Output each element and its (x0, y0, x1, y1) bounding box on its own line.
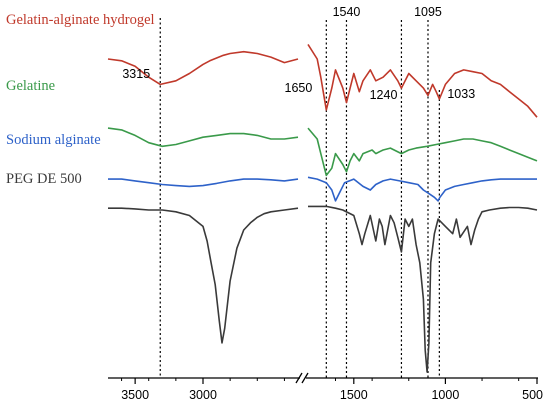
series-label-2: Gelatine (6, 78, 55, 94)
x-tick-label-3500: 3500 (121, 388, 149, 402)
series-label-1: Gelatin-alginate hydrogel (6, 12, 155, 28)
series-line-4-segment-1 (108, 207, 299, 344)
series-line-2-segment-1 (107, 127, 299, 148)
peak-label-1033: 1033 (447, 87, 475, 101)
x-tick-label-1000: 1000 (431, 388, 459, 402)
axis-break-mark-2 (301, 372, 309, 384)
reference-lines (159, 18, 440, 378)
peak-label-1240: 1240 (370, 88, 398, 102)
series-labels: Gelatin-alginate hydrogel Gelatine Sodium … (6, 12, 155, 187)
peak-label-1540: 1540 (333, 5, 361, 19)
series-line-3-segment-2 (307, 176, 537, 202)
peak-label-3315: 3315 (122, 67, 150, 81)
series-line-1-segment-1 (107, 50, 299, 86)
x-tick-label-500: 500 (522, 388, 543, 402)
peak-annotations: 3315 1650 1540 1240 1095 1033 (122, 5, 475, 102)
spectra (107, 43, 538, 373)
x-tick-label-1500: 1500 (340, 388, 368, 402)
axis-break-mark-1 (295, 372, 303, 384)
peak-label-1095: 1095 (414, 5, 442, 19)
series-line-1-segment-2 (307, 43, 538, 118)
x-tick-label-3000: 3000 (189, 388, 217, 402)
series-label-4: PEG DE 500 (6, 171, 82, 187)
x-axis: 3500 3000 1500 1000 500 (108, 372, 543, 402)
series-line-3-segment-1 (108, 178, 299, 188)
series-line-2-segment-2 (307, 127, 538, 177)
series-label-3: Sodium alginate (6, 132, 101, 148)
series-line-4-segment-2 (308, 205, 538, 373)
peak-label-1650: 1650 (285, 81, 313, 95)
